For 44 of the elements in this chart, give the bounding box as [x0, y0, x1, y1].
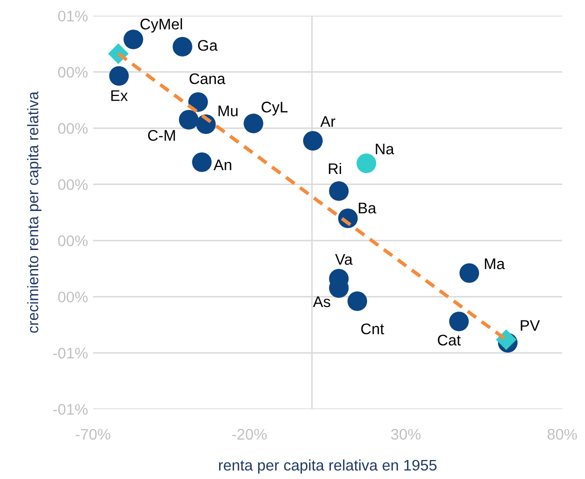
point — [303, 130, 323, 151]
annotation: Va — [335, 254, 353, 265]
point — [347, 291, 368, 312]
annotation: Cnt — [361, 323, 384, 334]
x-tick-label: 30% — [391, 428, 421, 440]
annotation: PV — [520, 320, 540, 331]
point — [178, 110, 199, 130]
point — [329, 181, 349, 201]
annotation: Ba — [358, 202, 376, 214]
annotation: An — [214, 160, 232, 170]
y-tick-label: 00% — [58, 179, 88, 190]
annotation: As — [312, 296, 330, 308]
x-tick-label: 80% — [548, 428, 577, 440]
point — [188, 92, 208, 112]
y-tick-label: -01% — [53, 404, 88, 415]
annotation: Ar — [320, 116, 336, 127]
point — [244, 114, 264, 134]
point — [172, 36, 192, 57]
y-tick-label: -01% — [53, 348, 88, 359]
point — [109, 66, 129, 86]
x-tick-label: -70% — [76, 428, 110, 440]
x-tick-label: -20% — [232, 428, 267, 440]
annotation: C-M — [148, 130, 175, 141]
annotation: Mu — [218, 106, 238, 116]
annotation: CyL — [262, 102, 288, 116]
annotation: CyMel — [140, 18, 182, 33]
annotation: Na — [376, 144, 394, 154]
y-tick-label: 00% — [58, 123, 88, 134]
annotation: Ex — [111, 90, 128, 101]
y-tick-label: 00% — [58, 66, 88, 78]
point — [496, 329, 516, 350]
y-axis-title: crecimiento renta per capita relativa — [27, 91, 42, 333]
y-tick-label: 00% — [58, 235, 88, 246]
annotation: Ma — [484, 258, 505, 270]
x-axis-title: renta per capita relativa en 1955 — [219, 459, 437, 474]
point — [449, 312, 469, 332]
annotation: Cat — [438, 334, 461, 346]
annotation: Cana — [190, 73, 226, 84]
point — [192, 152, 212, 172]
y-tick-label: 00% — [58, 292, 88, 302]
annotation: Ga — [198, 40, 218, 51]
y-tick-label: 01% — [58, 10, 88, 22]
annotation: Ri — [328, 162, 342, 174]
point — [459, 263, 480, 283]
